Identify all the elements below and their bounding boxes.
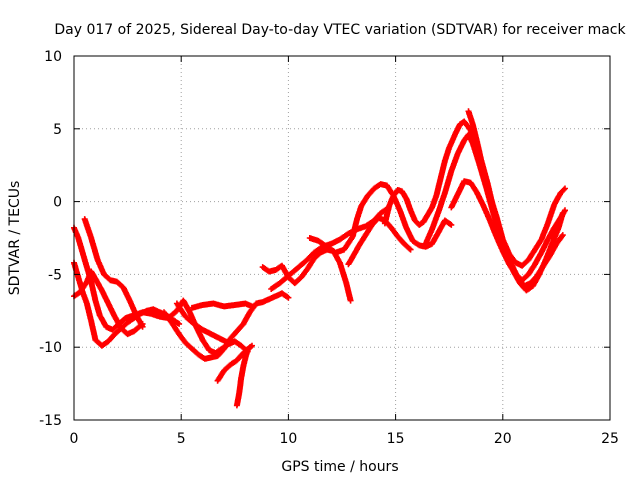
series-satellite-track-13 (345, 214, 414, 268)
series-satellite-track-7 (173, 300, 232, 346)
y-axis-label: SDTVAR / TECUs (7, 181, 23, 296)
x-tick-label: 10 (279, 431, 297, 447)
data-points (71, 108, 568, 409)
point-markers (233, 342, 255, 409)
axis-ticks: 0 5 10 15 20 25 -15 -10 -5 0 5 10 (39, 49, 619, 447)
point-markers (448, 178, 568, 284)
y-tick-label: 5 (53, 122, 62, 138)
x-tick-label: 0 (70, 431, 79, 447)
y-tick-label: 10 (44, 49, 62, 65)
series-satellite-track-9 (233, 342, 255, 409)
chart-title: Day 017 of 2025, Sidereal Day-to-day VTE… (54, 22, 626, 38)
series-satellite-track-4 (81, 216, 146, 330)
y-tick-label: -5 (48, 267, 62, 283)
x-tick-label: 25 (601, 431, 619, 447)
series-satellite-track-6 (188, 300, 255, 311)
x-tick-label: 20 (494, 431, 512, 447)
x-tick-label: 5 (177, 431, 186, 447)
x-tick-label: 15 (387, 431, 405, 447)
series-satellite-track-17 (448, 178, 568, 284)
y-tick-label: -15 (39, 413, 62, 429)
point-markers (173, 300, 232, 346)
y-tick-label: 0 (53, 195, 62, 211)
plot-frame (73, 55, 611, 421)
point-markers (81, 216, 146, 330)
x-axis-label: GPS time / hours (281, 459, 398, 475)
point-markers (188, 300, 255, 311)
y-tick-label: -10 (39, 340, 62, 356)
point-markers (345, 214, 414, 268)
